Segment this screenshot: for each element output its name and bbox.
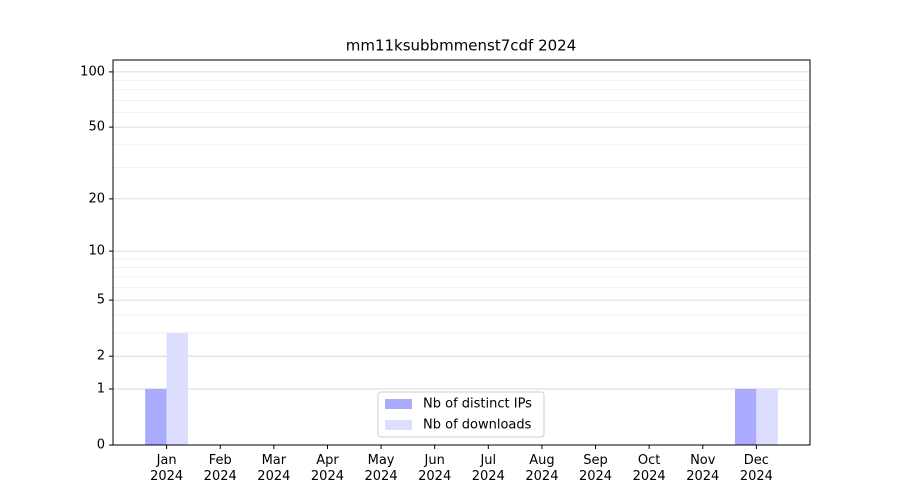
- y-tick-label: 1: [97, 381, 105, 396]
- y-tick-label: 5: [97, 293, 105, 308]
- chart-title: mm11ksubbmmenst7cdf 2024: [346, 37, 577, 55]
- x-tick-label: Jul 2024: [471, 453, 505, 484]
- bar: [145, 388, 167, 445]
- legend-box: [377, 391, 545, 438]
- y-tick-label: 100: [80, 64, 105, 79]
- bar: [734, 388, 757, 445]
- x-tick-label: Jan 2024: [150, 453, 184, 484]
- bar: [166, 332, 189, 445]
- x-tick-label: Mar 2024: [257, 453, 291, 484]
- plot-frame: [112, 59, 811, 446]
- legend-swatch: [385, 420, 412, 430]
- x-tick-label: Oct 2024: [632, 453, 666, 484]
- y-tick-label: 0: [97, 438, 105, 453]
- y-tick-label: 2: [97, 349, 105, 364]
- y-tick-label: 20: [88, 191, 105, 206]
- x-tick-label: Jun 2024: [418, 453, 452, 484]
- legend-label: Nb of downloads: [423, 418, 532, 433]
- x-tick-label: Apr 2024: [310, 453, 344, 484]
- bar: [756, 388, 778, 445]
- legend-label: Nb of distinct IPs: [423, 397, 532, 412]
- x-tick-label: Feb 2024: [203, 453, 237, 484]
- x-tick-label: Nov 2024: [686, 453, 720, 484]
- y-tick-label: 50: [88, 120, 105, 135]
- x-tick-label: Dec 2024: [739, 453, 773, 484]
- legend: Nb of distinct IPs Nb of downloads: [377, 391, 545, 438]
- x-tick-label: Aug 2024: [525, 453, 559, 484]
- y-tick-label: 10: [88, 244, 105, 259]
- x-tick-label: Sep 2024: [578, 453, 613, 484]
- legend-swatch: [385, 399, 412, 409]
- x-tick-label: May 2024: [364, 453, 398, 484]
